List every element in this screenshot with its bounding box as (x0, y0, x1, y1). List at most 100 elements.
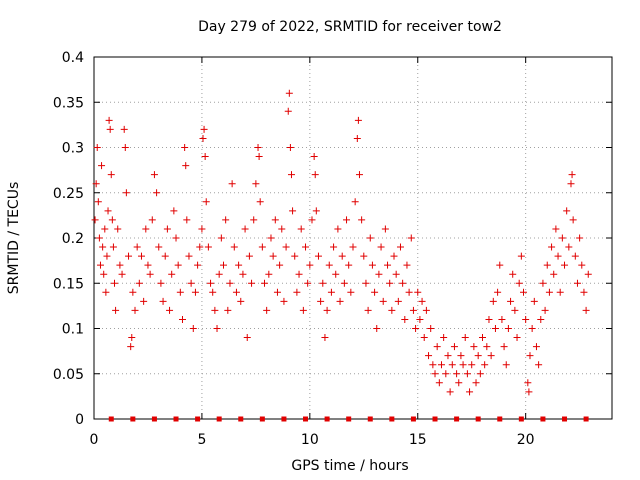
data-point (515, 279, 523, 287)
data-point (364, 306, 372, 314)
x-tick-label: 10 (301, 432, 319, 448)
zero-marker (389, 416, 395, 422)
zero-marker (195, 416, 201, 422)
data-point (353, 134, 361, 142)
data-point (362, 279, 370, 287)
data-point (95, 234, 103, 242)
data-point (340, 279, 348, 287)
data-point (135, 279, 143, 287)
data-point (431, 370, 439, 378)
x-tick-label: 20 (517, 432, 535, 448)
data-point (422, 306, 430, 314)
data-point (470, 343, 478, 351)
data-point (530, 297, 538, 305)
data-point (500, 343, 508, 351)
data-point (278, 225, 286, 233)
data-point (112, 306, 120, 314)
data-points (91, 89, 592, 422)
data-point (394, 297, 402, 305)
data-point (504, 325, 512, 332)
data-point (543, 261, 551, 269)
data-point (561, 261, 569, 269)
data-point (317, 297, 325, 305)
data-point (327, 288, 335, 296)
data-point (453, 370, 461, 378)
data-point (573, 279, 581, 287)
data-point (118, 270, 126, 278)
data-point (148, 216, 156, 224)
data-point (556, 288, 564, 296)
data-point (314, 252, 322, 260)
data-point (267, 234, 275, 242)
data-point (537, 315, 545, 323)
data-point (217, 234, 225, 242)
data-point (185, 252, 193, 260)
data-point (295, 270, 303, 278)
data-point (388, 306, 396, 314)
data-point (106, 125, 114, 133)
y-tick-label: 0.35 (53, 95, 84, 111)
data-point (287, 171, 295, 179)
data-point (150, 171, 158, 179)
data-point (261, 279, 269, 287)
data-point (479, 334, 486, 342)
x-tick-label: 15 (409, 432, 427, 448)
data-point (241, 225, 249, 233)
data-point (444, 352, 452, 360)
data-point (390, 252, 398, 260)
data-point (526, 352, 534, 360)
data-point (196, 243, 204, 251)
data-point (412, 325, 420, 332)
data-point (578, 261, 586, 269)
data-point (178, 315, 186, 323)
data-point (235, 261, 243, 269)
data-point (202, 198, 210, 206)
data-point (476, 370, 484, 378)
data-point (437, 361, 445, 369)
data-point (334, 225, 342, 233)
data-point (230, 243, 238, 251)
data-point (311, 171, 319, 179)
data-point (310, 153, 318, 161)
data-point (252, 180, 260, 188)
zero-marker (303, 416, 309, 422)
data-point (371, 288, 379, 296)
y-tick-label: 0.3 (62, 141, 84, 157)
data-point (548, 243, 556, 251)
data-point (155, 243, 163, 251)
data-point (584, 270, 592, 278)
zero-marker (238, 416, 244, 422)
y-tick-label: 0.05 (53, 367, 84, 383)
data-point (102, 288, 110, 296)
data-point (200, 125, 208, 133)
zero-marker (410, 416, 416, 422)
data-point (582, 306, 590, 314)
zero-marker (216, 416, 222, 422)
data-point (183, 216, 191, 224)
data-point (265, 270, 273, 278)
data-point (524, 379, 532, 387)
data-point (182, 162, 190, 170)
x-tick-label: 5 (197, 432, 206, 448)
data-point (491, 325, 499, 332)
data-point (414, 288, 422, 296)
data-point (567, 180, 575, 188)
data-point (271, 216, 279, 224)
data-point (407, 234, 415, 242)
data-point (325, 261, 333, 269)
zero-marker (324, 416, 330, 422)
data-point (108, 216, 116, 224)
data-point (161, 252, 169, 260)
data-point (545, 288, 553, 296)
data-point (308, 216, 316, 224)
data-point (563, 207, 571, 215)
data-point (211, 306, 219, 314)
data-point (466, 388, 474, 396)
data-point (255, 153, 263, 161)
data-point (539, 279, 547, 287)
data-point (103, 252, 111, 260)
data-point (245, 252, 253, 260)
data-point (580, 288, 588, 296)
data-point (98, 162, 106, 170)
data-point (366, 234, 374, 242)
